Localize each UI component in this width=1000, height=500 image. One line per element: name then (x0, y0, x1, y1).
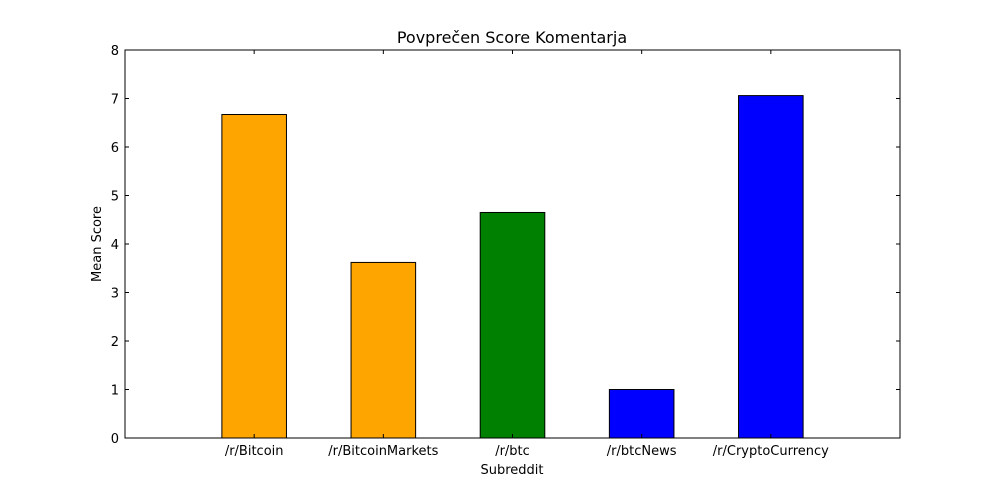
bar-r-cryptocurrency (738, 95, 804, 439)
y-tick-label: 6 (111, 141, 119, 156)
bar-r-btcnews (608, 389, 675, 439)
chart-title: Povprečen Score Komentarja (397, 28, 627, 47)
y-tick-label: 7 (111, 93, 119, 108)
y-tick-label: 0 (111, 432, 119, 447)
x-tick-label: /r/BitcoinMarkets (328, 444, 438, 459)
x-axis-label: Subreddit (480, 463, 543, 478)
y-tick-label: 5 (111, 190, 119, 205)
x-tick-label: /r/btcNews (607, 444, 677, 459)
x-tick-label: /r/Bitcoin (225, 444, 284, 459)
x-tick-label: /r/btc (495, 444, 530, 459)
plot-frame (124, 49, 901, 439)
y-tick-label: 2 (111, 335, 119, 350)
y-tick-label: 4 (111, 238, 119, 253)
bar-r-bitcoin (221, 114, 287, 439)
y-tick-label: 8 (111, 44, 119, 59)
x-tick-label: /r/CryptoCurrency (713, 444, 829, 459)
bars-layer (221, 95, 804, 439)
y-tick-label: 1 (111, 384, 119, 399)
y-tick-label: 3 (111, 287, 119, 302)
y-axis-label: Mean Score (90, 206, 105, 282)
bar-r-bitcoinmarkets (350, 261, 417, 439)
ticks-layer: /r/Bitcoin/r/BitcoinMarkets/r/btc/r/btcN… (111, 44, 900, 459)
bar-r-btc (479, 211, 546, 439)
